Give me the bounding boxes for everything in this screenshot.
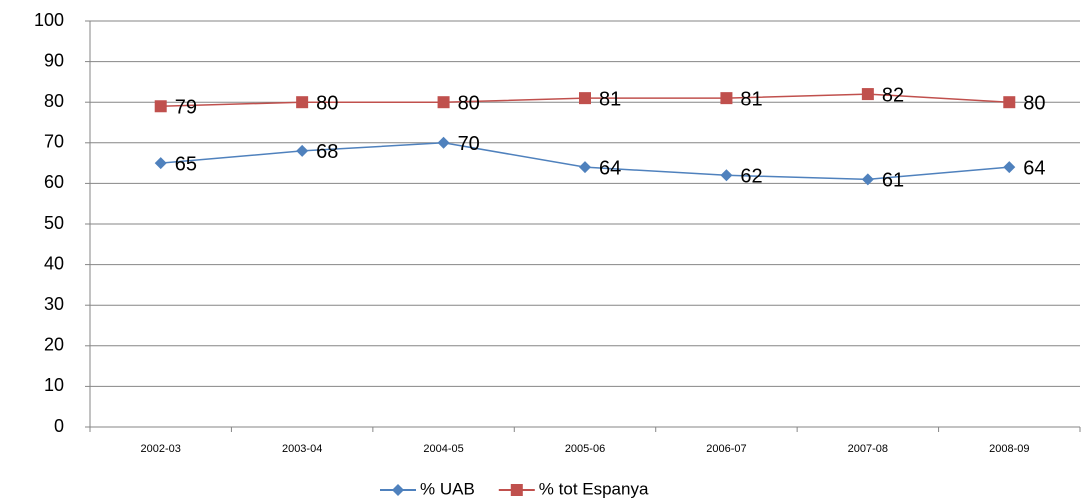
marker: [154, 100, 167, 113]
y-tick-label: 90: [44, 50, 64, 70]
x-tick-label: 2004-05: [423, 443, 463, 455]
x-tick-label: 2005-06: [565, 443, 605, 455]
legend-label: % tot Espanya: [539, 479, 649, 498]
x-tick-label: 2006-07: [706, 443, 746, 455]
data-label: 81: [740, 88, 762, 110]
x-tick-label: 2003-04: [282, 443, 322, 455]
y-tick-label: 10: [44, 375, 64, 395]
y-tick-label: 80: [44, 91, 64, 111]
data-label: 82: [882, 84, 904, 106]
marker: [579, 161, 591, 174]
marker: [720, 169, 733, 182]
marker: [1003, 96, 1016, 109]
y-tick-label: 20: [44, 335, 64, 355]
marker: [154, 157, 167, 170]
marker: [296, 96, 309, 109]
data-label: 80: [316, 92, 338, 114]
y-tick-label: 60: [44, 172, 64, 192]
y-tick-label: 50: [44, 213, 64, 233]
legend-label: % UAB: [420, 479, 475, 498]
marker: [720, 92, 733, 105]
data-label: 64: [599, 157, 621, 179]
marker: [437, 136, 450, 149]
data-label: 62: [740, 166, 762, 188]
data-label: 65: [175, 153, 197, 175]
data-label: 80: [458, 92, 480, 114]
data-label: 81: [599, 88, 621, 110]
data-label: 61: [882, 170, 904, 192]
data-label: 80: [1023, 92, 1045, 114]
x-tick-label: 2007-08: [848, 443, 888, 455]
y-tick-label: 40: [44, 253, 64, 273]
marker: [437, 96, 450, 109]
marker: [510, 484, 523, 496]
y-tick-label: 100: [34, 10, 64, 30]
marker: [861, 173, 874, 186]
marker: [392, 484, 404, 496]
marker: [1003, 161, 1016, 174]
marker: [579, 92, 591, 105]
data-label: 64: [1023, 157, 1045, 179]
data-label: 70: [458, 133, 480, 155]
x-tick-label: 2008-09: [989, 443, 1029, 455]
data-label: 79: [175, 97, 197, 119]
y-tick-label: 30: [44, 294, 64, 314]
marker: [861, 88, 874, 101]
marker: [296, 144, 309, 157]
y-tick-label: 0: [54, 416, 64, 436]
y-tick-label: 70: [44, 132, 64, 152]
x-tick-label: 2002-03: [141, 443, 181, 455]
data-label: 68: [316, 141, 338, 163]
